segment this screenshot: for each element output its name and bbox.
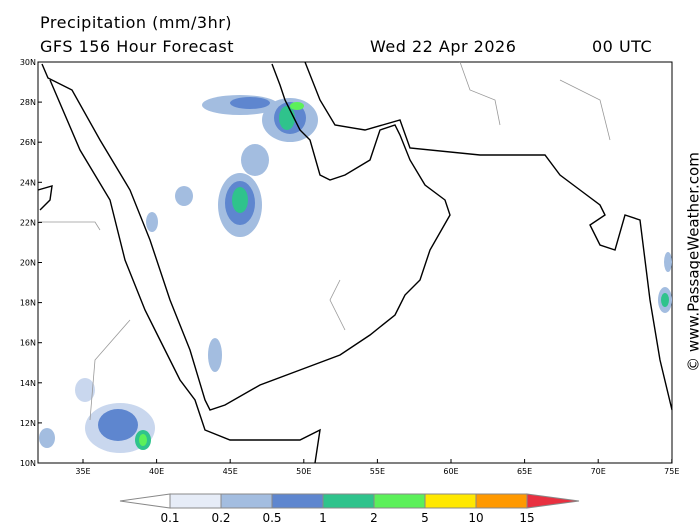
title: Precipitation (mm/3hr) bbox=[40, 13, 232, 32]
legend-low bbox=[120, 494, 170, 508]
date: Wed 22 Apr 2026 bbox=[370, 37, 516, 56]
lat-label: 10N bbox=[20, 459, 36, 468]
lat-label: 22N bbox=[20, 218, 36, 227]
lat-label: 30N bbox=[20, 58, 36, 67]
subtitle: GFS 156 Hour Forecast bbox=[40, 37, 234, 56]
legend: 0.1 0.2 0.5 1 2 5 10 15 bbox=[120, 494, 579, 525]
legend-swatch bbox=[272, 494, 323, 508]
lat-label: 18N bbox=[20, 299, 36, 308]
lat-label: 24N bbox=[20, 178, 36, 187]
map-frame bbox=[38, 62, 672, 463]
lat-label: 12N bbox=[20, 419, 36, 428]
legend-label: 1 bbox=[319, 511, 327, 525]
legend-high bbox=[527, 494, 579, 508]
legend-label: 10 bbox=[468, 511, 483, 525]
lat-label: 16N bbox=[20, 339, 36, 348]
legend-label: 5 bbox=[421, 511, 429, 525]
watermark: © www.PassageWeather.com bbox=[685, 152, 700, 372]
lat-label: 28N bbox=[20, 98, 36, 107]
legend-label: 0.5 bbox=[262, 511, 281, 525]
lon-label: 60E bbox=[443, 467, 458, 476]
legend-swatch bbox=[374, 494, 425, 508]
legend-swatch bbox=[425, 494, 476, 508]
legend-swatch bbox=[221, 494, 272, 508]
lon-label: 40E bbox=[149, 467, 164, 476]
legend-swatch bbox=[476, 494, 527, 508]
legend-label: 2 bbox=[370, 511, 378, 525]
time: 00 UTC bbox=[592, 37, 652, 56]
lon-label: 65E bbox=[517, 467, 532, 476]
legend-swatch bbox=[323, 494, 374, 508]
legend-label: 0.1 bbox=[160, 511, 179, 525]
lat-label: 14N bbox=[20, 379, 36, 388]
lon-label: 70E bbox=[591, 467, 606, 476]
lat-label: 20N bbox=[20, 259, 36, 268]
lat-label: 26N bbox=[20, 138, 36, 147]
legend-label: 15 bbox=[519, 511, 534, 525]
map: 30N 28N 26N 24N 22N 20N 18N 16N 14N 12N 10N 35E 40E 4… bbox=[20, 58, 680, 476]
lon-label: 45E bbox=[223, 467, 238, 476]
lon-label: 75E bbox=[664, 467, 679, 476]
legend-swatch bbox=[170, 494, 221, 508]
lon-label: 50E bbox=[296, 467, 311, 476]
legend-label: 0.2 bbox=[211, 511, 230, 525]
lon-label: 35E bbox=[75, 467, 90, 476]
lon-label: 55E bbox=[370, 467, 385, 476]
